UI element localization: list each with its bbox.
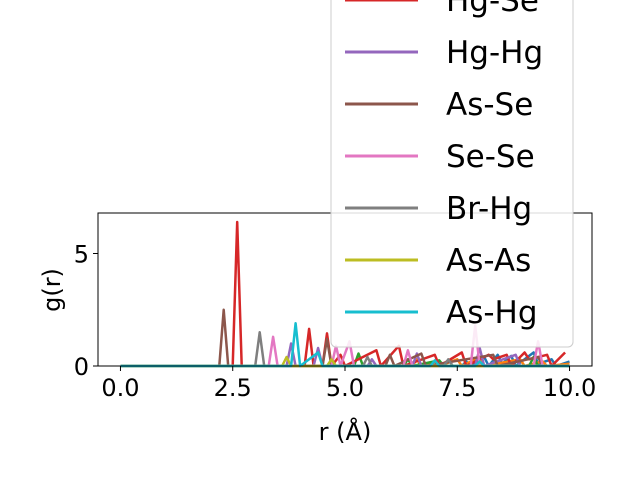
series-line-as-se (120, 308, 570, 368)
x-tick-label: 7.5 (438, 374, 476, 402)
legend: Hg-Se Hg-Hg As-Se Se-Se Br-Hg As-As As-Hg (330, 0, 574, 348)
y-axis-label: g(r) (38, 268, 66, 312)
x-tick-label: 2.5 (214, 374, 252, 402)
legend-items: Hg-Se Hg-Hg As-Se Se-Se Br-Hg As-As As-Hg (345, 0, 543, 331)
series-line-br-hg (120, 331, 570, 368)
legend-label-as-se: As-Se (446, 87, 533, 123)
legend-label-as-as: As-As (446, 243, 531, 279)
y-tick-label: 0 (74, 353, 89, 381)
legend-label-as-hg: As-Hg (446, 295, 538, 331)
x-tick-label: 10.0 (543, 374, 596, 402)
x-axis: 0.0 2.5 5.0 7.5 10.0 (101, 366, 596, 402)
legend-label-se-se: Se-Se (446, 139, 535, 175)
x-axis-label: r (Å) (319, 417, 372, 446)
y-axis: 05 (74, 241, 98, 381)
x-tick-label: 5.0 (326, 374, 364, 402)
legend-label-hg-se: Hg-Se (446, 0, 539, 19)
legend-label-br-hg: Br-Hg (446, 191, 532, 227)
y-tick-label: 5 (74, 241, 89, 269)
x-tick-label: 0.0 (101, 374, 139, 402)
legend-label-hg-hg: Hg-Hg (446, 35, 543, 71)
